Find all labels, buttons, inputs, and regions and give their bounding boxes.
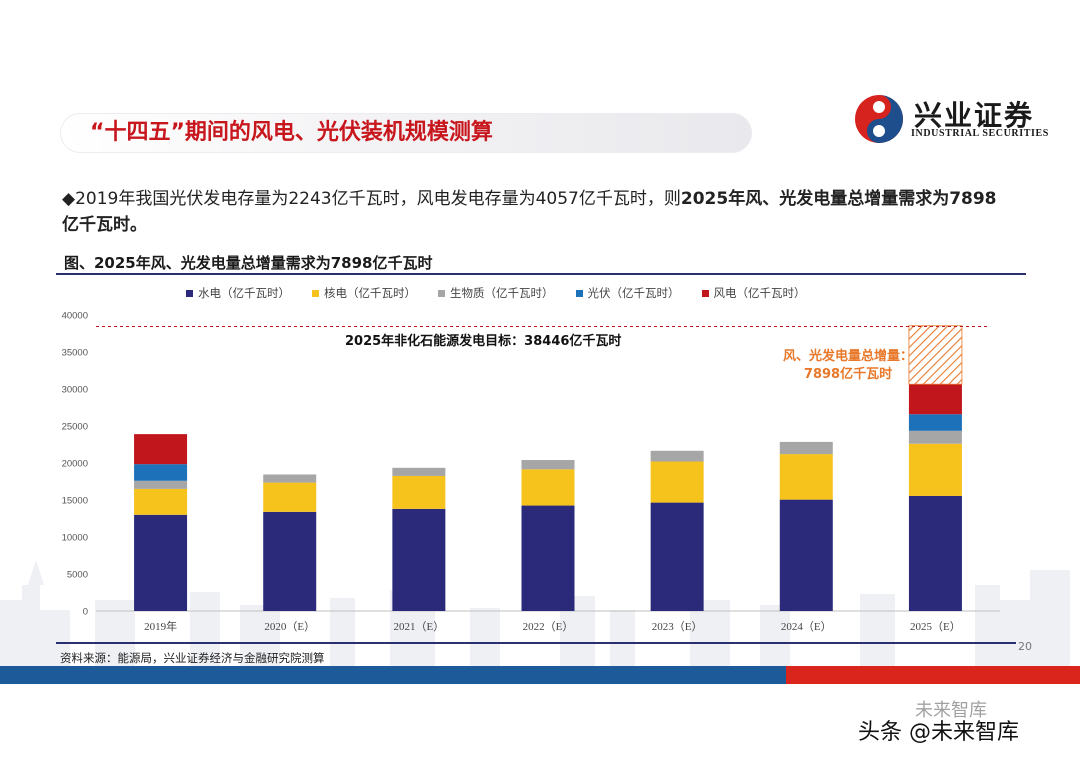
bar-segment xyxy=(650,461,704,503)
bullet-text: 2019年我国光伏发电存量为2243亿千瓦时，风电发电存量为4057亿千瓦时，则 xyxy=(75,189,681,209)
bar-segment xyxy=(263,482,317,512)
legend-label: 核电（亿千瓦时） xyxy=(324,286,416,300)
footer-bar-blue xyxy=(0,666,786,684)
legend-swatch xyxy=(438,289,445,297)
legend-item: 核电（亿千瓦时） xyxy=(312,285,416,301)
bar-segment xyxy=(779,441,833,455)
bar-segment xyxy=(263,511,317,611)
bar-segment xyxy=(392,467,446,476)
y-tick-label: 30000 xyxy=(62,385,88,396)
bar-segment xyxy=(521,460,575,470)
x-tick-label: 2024（E） xyxy=(781,620,832,633)
target-annotation: 2025年非化石能源发电目标：38446亿千瓦时 xyxy=(345,334,622,349)
bar-segment xyxy=(908,495,962,611)
page-number: 20 xyxy=(1018,640,1032,653)
x-tick-label: 2022（E） xyxy=(523,620,574,633)
bar-segment xyxy=(134,464,188,481)
bar-segment xyxy=(779,499,833,611)
legend-item: 风电（亿千瓦时） xyxy=(701,285,806,301)
increment-annotation-line1: 风、光发电量总增量： xyxy=(782,349,913,364)
legend-item: 水电（亿千瓦时） xyxy=(186,285,290,301)
legend-label: 生物质（亿千瓦时） xyxy=(450,286,554,300)
bullet-text-bold: 2025年风、光发电量总增量需求为7898亿千瓦时。 xyxy=(62,189,997,235)
logo-english-name: INDUSTRIAL SECURITIES xyxy=(911,128,1049,139)
logo-mark-icon xyxy=(855,95,903,143)
chart-legend: 水电（亿千瓦时） 核电（亿千瓦时） 生物质（亿千瓦时） 光伏（亿千瓦时） 风电（亿千瓦时… xyxy=(186,285,828,301)
bar-segment xyxy=(134,514,188,611)
bar-segment xyxy=(779,454,833,500)
legend-label: 水电（亿千瓦时） xyxy=(198,286,290,300)
figure-title-rule xyxy=(56,273,1026,275)
y-tick-label: 15000 xyxy=(62,496,88,507)
increment-annotation-line2: 7898亿千瓦时 xyxy=(803,367,893,382)
y-tick-label: 20000 xyxy=(62,459,88,470)
bar-segment xyxy=(134,488,188,515)
bar-segment xyxy=(650,450,704,462)
bar-segment xyxy=(908,443,962,496)
y-tick-label: 35000 xyxy=(62,348,88,359)
bar-segment xyxy=(908,384,962,415)
source-rule xyxy=(56,642,1016,644)
bar-segment xyxy=(650,502,704,611)
legend-swatch xyxy=(701,289,709,297)
legend-swatch xyxy=(575,289,583,297)
x-tick-label: 2025（E） xyxy=(910,620,961,633)
y-tick-label: 5000 xyxy=(67,570,88,581)
figure-title: 图、2025年风、光发电量总增量需求为7898亿千瓦时 xyxy=(64,254,433,272)
company-logo: 兴业证券 INDUSTRIAL SECURITIES xyxy=(852,92,1072,146)
x-tick-label: 2020（E） xyxy=(264,620,315,633)
legend-swatch xyxy=(186,289,193,297)
legend-label: 光伏（亿千瓦时） xyxy=(587,286,680,300)
bar-segment xyxy=(392,475,446,509)
footer-bar-red xyxy=(786,666,1080,684)
bar-segment xyxy=(263,474,317,483)
bullet-marker: ◆ xyxy=(62,189,76,209)
x-tick-label: 2021（E） xyxy=(393,620,444,633)
title-banner xyxy=(60,113,752,153)
y-tick-label: 40000 xyxy=(62,311,88,322)
y-tick-label: 0 xyxy=(83,607,88,618)
x-tick-label: 2023（E） xyxy=(652,620,703,633)
bar-segment xyxy=(521,505,575,611)
increment-segment xyxy=(908,325,963,385)
bar-segment xyxy=(521,469,575,506)
source-note: 资料来源：能源局，兴业证券经济与金融研究院测算 xyxy=(60,651,325,665)
footer-bar xyxy=(0,666,1080,684)
y-tick-label: 10000 xyxy=(62,533,88,544)
bar-segment xyxy=(908,414,962,431)
legend-item: 生物质（亿千瓦时） xyxy=(438,285,554,301)
watermark-faint: 未来智库 xyxy=(915,700,987,721)
legend-swatch xyxy=(312,289,319,297)
legend-item: 光伏（亿千瓦时） xyxy=(575,285,680,301)
y-tick-label: 25000 xyxy=(62,422,88,433)
page-title: “十四五”期间的风电、光伏装机规模测算 xyxy=(90,120,493,145)
bullet-point: ◆2019年我国光伏发电存量为2243亿千瓦时，风电发电存量为4057亿千瓦时，… xyxy=(62,186,1012,238)
bar-segment xyxy=(134,434,188,465)
bar-segment xyxy=(134,480,188,489)
bar-segment xyxy=(908,430,962,444)
bar-segment xyxy=(392,508,446,611)
logo-chinese-name: 兴业证券 xyxy=(914,99,1035,132)
increment-annotation: 风、光发电量总增量： 7898亿千瓦时 xyxy=(760,348,936,384)
legend-label: 风电（亿千瓦时） xyxy=(713,286,806,300)
x-tick-label: 2019年 xyxy=(144,619,177,633)
watermark: 头条 @未来智库 xyxy=(858,720,1019,745)
